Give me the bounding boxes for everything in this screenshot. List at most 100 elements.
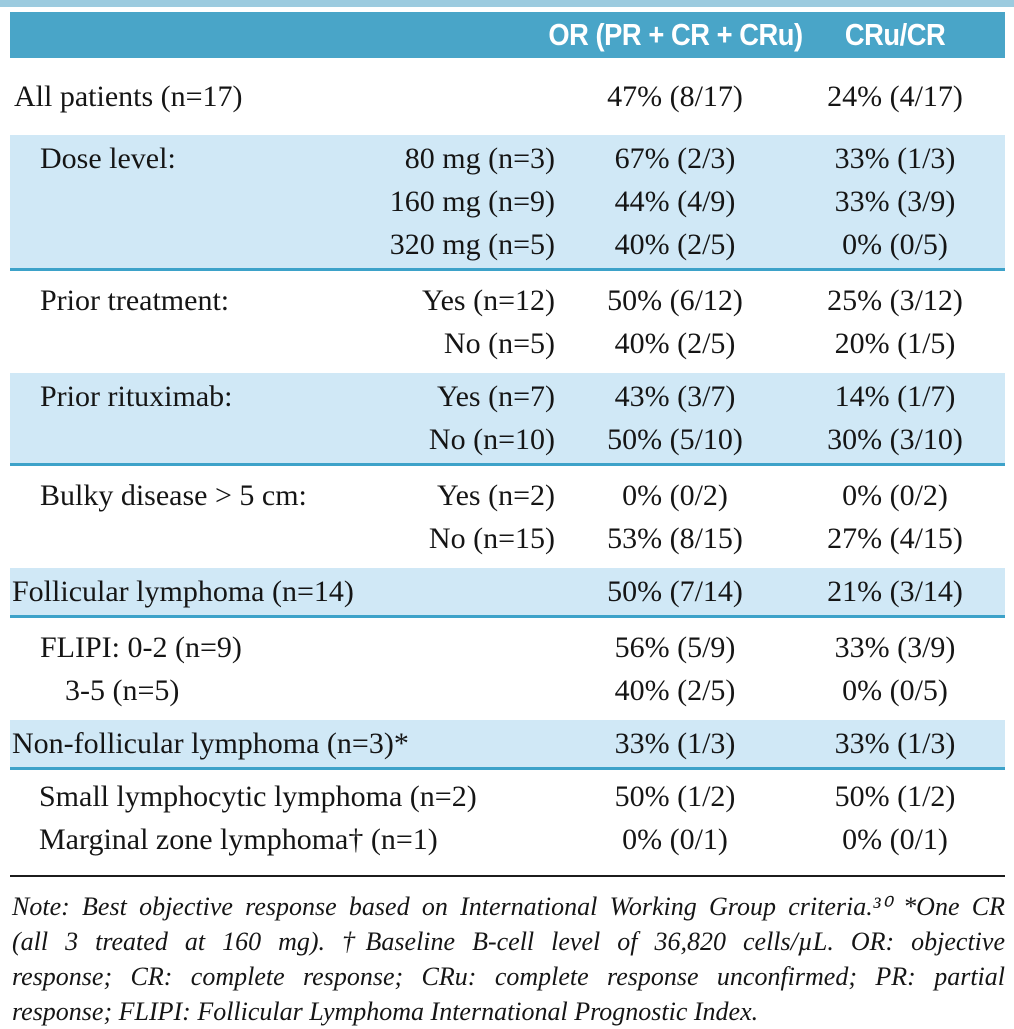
row-or-value: 0% (0/2)	[622, 479, 728, 512]
row-cru-value: 33% (3/9)	[834, 185, 956, 218]
row-cru-value: 24% (4/17)	[827, 80, 963, 113]
row-cru-value: 21% (3/14)	[827, 575, 963, 608]
row-cru-value: 27% (4/15)	[827, 522, 963, 555]
row-label	[10, 223, 310, 266]
row-label: Small lymphocytic lymphoma (n=2)	[39, 780, 477, 813]
row-or-value: 50% (5/10)	[607, 423, 743, 456]
footnotes: Note: Best objective response based on I…	[10, 877, 1005, 1029]
footnote-line: Note: Best objective response based on I…	[12, 892, 1005, 921]
table-section: FLIPI: 0-2 (n=9) 56% (5/9) 33% (3/9) 3-5 (n…	[10, 618, 1005, 720]
row-subgroup: 160 mg (n=9)	[389, 185, 555, 218]
section-separator	[10, 463, 1005, 466]
table-row: No (n=15) 53% (8/15) 27% (4/15)	[10, 517, 1005, 560]
row-or-value: 53% (8/15)	[607, 522, 743, 555]
table-row: Dose level: 80 mg (n=3) 67% (2/3) 33% (1/3)	[10, 137, 1005, 180]
table-row: No (n=10) 50% (5/10) 30% (3/10)	[10, 418, 1005, 461]
table-section: Bulky disease > 5 cm: Yes (n=2) 0% (0/2) 0%…	[10, 466, 1005, 568]
row-label: 3-5 (n=5)	[65, 674, 180, 707]
row-label	[10, 180, 310, 223]
table-row: Follicular lymphoma (n=14) 50% (7/14) 21% …	[10, 570, 1005, 613]
row-cru-value: 30% (3/10)	[827, 423, 963, 456]
row-subgroup: No (n=10)	[428, 423, 555, 456]
row-subgroup: 80 mg (n=3)	[404, 142, 555, 175]
row-cru-value: 14% (1/7)	[834, 380, 956, 413]
table-header: OR (PR + CR + CRu) CRu/CR	[10, 12, 1005, 58]
row-label: Marginal zone lymphoma† (n=1)	[39, 823, 438, 856]
row-label	[10, 418, 310, 461]
row-subgroup: Yes (n=12)	[421, 284, 555, 317]
row-or-value: 0% (0/1)	[622, 823, 728, 856]
row-cru-value: 33% (1/3)	[834, 727, 956, 760]
row-label	[10, 517, 310, 560]
row-label: Prior rituximab:	[40, 380, 233, 413]
table-row: Bulky disease > 5 cm: Yes (n=2) 0% (0/2) 0%…	[10, 474, 1005, 517]
row-or-value: 44% (4/9)	[614, 185, 736, 218]
row-cru-value: 33% (3/9)	[834, 631, 956, 664]
row-cru-value: 0% (0/2)	[842, 479, 948, 512]
row-or-value: 40% (2/5)	[614, 674, 736, 707]
row-cru-value: 33% (1/3)	[834, 142, 956, 175]
row-subgroup: Yes (n=2)	[436, 479, 555, 512]
row-label: Dose level:	[40, 142, 176, 175]
table-row: FLIPI: 0-2 (n=9) 56% (5/9) 33% (3/9)	[10, 626, 1005, 669]
row-label: Follicular lymphoma (n=14)	[12, 575, 354, 608]
column-header-or: OR (PR + CR + CRu)	[548, 17, 803, 53]
row-or-value: 56% (5/9)	[614, 631, 736, 664]
table-section: Dose level: 80 mg (n=3) 67% (2/3) 33% (1/3)…	[10, 135, 1005, 268]
row-subgroup: No (n=15)	[428, 522, 555, 555]
row-subgroup: Yes (n=7)	[436, 380, 555, 413]
table-section: Small lymphocytic lymphoma (n=2) 50% (1/2…	[10, 770, 1005, 866]
row-label: All patients (n=17)	[14, 80, 243, 113]
table-row: Prior rituximab: Yes (n=7) 43% (3/7) 14% (1…	[10, 375, 1005, 418]
table-row: Prior treatment: Yes (n=12) 50% (6/12) 25% …	[10, 279, 1005, 322]
row-cru-value: 50% (1/2)	[834, 780, 956, 813]
row-label: Prior treatment:	[40, 284, 230, 317]
column-header-cru-label: CRu/CR	[844, 17, 946, 52]
row-label: FLIPI: 0-2 (n=9)	[40, 631, 242, 664]
footnote-line: response; CR: complete response; CRu: co…	[12, 962, 1005, 991]
row-label: Non-follicular lymphoma (n=3)*	[12, 727, 409, 760]
table-row: 3-5 (n=5) 40% (2/5) 0% (0/5)	[10, 669, 1005, 712]
section-separator	[10, 268, 1005, 271]
row-or-value: 43% (3/7)	[614, 380, 736, 413]
table-section: Prior treatment: Yes (n=12) 50% (6/12) 25% …	[10, 271, 1005, 373]
column-header-or-label: OR (PR + CR + CRu)	[547, 17, 803, 52]
row-or-value: 50% (1/2)	[614, 780, 736, 813]
table-section: Follicular lymphoma (n=14) 50% (7/14) 21% …	[10, 568, 1005, 615]
row-cru-value: 25% (3/12)	[827, 284, 963, 317]
row-or-value: 40% (2/5)	[614, 228, 736, 261]
row-or-value: 33% (1/3)	[614, 727, 736, 760]
row-cru-value: 20% (1/5)	[834, 327, 956, 360]
row-or-value: 47% (8/17)	[607, 80, 743, 113]
table-section: Prior rituximab: Yes (n=7) 43% (3/7) 14% (1…	[10, 373, 1005, 463]
table-body: All patients (n=17) 47% (8/17) 24% (4/17) D…	[10, 58, 1005, 866]
row-cru-value: 0% (0/5)	[842, 228, 948, 261]
footnote-line: (all 3 treated at 160 mg). †Baseline B-c…	[12, 927, 1005, 956]
table-section: Non-follicular lymphoma (n=3)* 33% (1/3) 3…	[10, 720, 1005, 767]
table-row: 320 mg (n=5) 40% (2/5) 0% (0/5)	[10, 223, 1005, 266]
row-label	[10, 322, 310, 365]
column-header-cru: CRu/CR	[795, 17, 995, 53]
table-row: Marginal zone lymphoma† (n=1) 0% (0/1) 0% …	[10, 818, 1005, 861]
table-row: All patients (n=17) 47% (8/17) 24% (4/17)	[10, 75, 1005, 118]
row-label: Bulky disease > 5 cm:	[40, 479, 307, 512]
row-cru-value: 0% (0/1)	[842, 823, 948, 856]
row-or-value: 40% (2/5)	[614, 327, 736, 360]
row-subgroup: No (n=5)	[443, 327, 555, 360]
table-row: No (n=5) 40% (2/5) 20% (1/5)	[10, 322, 1005, 365]
table-row: Non-follicular lymphoma (n=3)* 33% (1/3) 3…	[10, 722, 1005, 765]
row-or-value: 67% (2/3)	[614, 142, 736, 175]
row-or-value: 50% (6/12)	[607, 284, 743, 317]
table-row: Small lymphocytic lymphoma (n=2) 50% (1/2…	[10, 775, 1005, 818]
row-subgroup: 320 mg (n=5)	[389, 228, 555, 261]
row-or-value: 50% (7/14)	[607, 575, 743, 608]
section-separator	[10, 767, 1005, 770]
section-separator	[10, 615, 1005, 618]
row-cru-value: 0% (0/5)	[842, 674, 948, 707]
bottom-rule	[10, 875, 1005, 877]
top-accent-strip	[0, 0, 1014, 7]
footnote-line: response; FLIPI: Follicular Lymphoma Int…	[12, 997, 759, 1026]
table-section: All patients (n=17) 47% (8/17) 24% (4/17)	[10, 58, 1005, 135]
response-table: OR (PR + CR + CRu) CRu/CR All patients (…	[10, 12, 1005, 1029]
table-row: 160 mg (n=9) 44% (4/9) 33% (3/9)	[10, 180, 1005, 223]
